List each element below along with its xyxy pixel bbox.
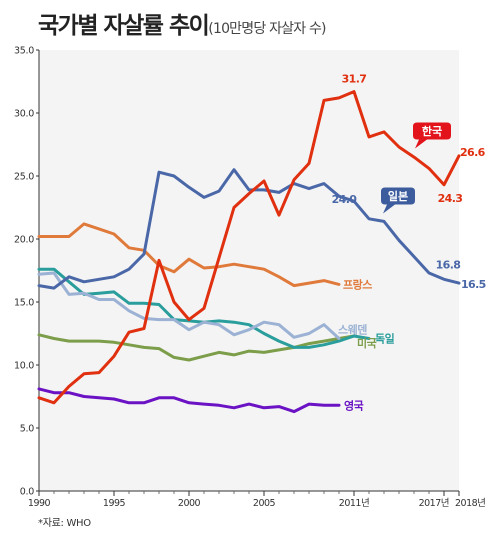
value-annotation: 24.3 [438,192,463,205]
series-line-스웨덴 [37,271,341,340]
series-label: 스웨덴 [338,323,367,337]
series-line-미국 [37,333,356,362]
y-tick-label: 20.0 [14,235,34,246]
value-annotation: 31.7 [342,73,367,86]
series-badge: 한국 [413,122,451,149]
series-line-한국 [37,90,461,405]
x-tick-label: 1990 [28,498,51,509]
source-note: *자료: WHO [38,518,91,529]
y-tick-label: 5.0 [20,424,34,435]
x-tick-label: 2005 [253,498,276,509]
x-tick-label: 2017년 [419,498,449,509]
plot-background [39,50,459,491]
y-tick-label: 25.0 [14,172,34,183]
y-tick-label: 0.0 [20,487,34,498]
badge-shape [413,122,451,149]
series-label: 독일 [375,332,395,346]
series-label: 프랑스 [343,278,372,291]
series-label: 영국 [344,399,364,412]
x-tick-label: 2011년 [339,498,369,509]
y-tick-label: 30.0 [14,109,34,120]
series-badge: 일본 [381,187,415,214]
series-line-일본 [37,168,461,290]
value-annotation: 16.5 [461,278,486,291]
chart-subtitle: (10만명당 자살자 수) [208,21,326,37]
value-annotation: 16.8 [436,258,461,271]
value-annotation: 26.6 [460,146,486,159]
x-tick-label: 1995 [103,498,126,509]
y-tick-label: 35.0 [14,46,34,57]
series-line-프랑스 [37,222,341,288]
badge-shape [381,187,415,214]
x-tick-label: 2000 [178,498,201,509]
badge-label: 일본 [388,189,408,203]
y-tick-label: 15.0 [14,298,34,309]
chart-title: 국가별 자살률 추이 [38,13,210,39]
badge-label: 한국 [422,124,442,138]
value-annotation: 24.0 [332,193,358,206]
x-tick-label: 2018년 [455,498,485,509]
title-row: 국가별 자살률 추이(10만명당 자살자 수) [38,6,327,40]
y-tick-label: 10.0 [14,361,34,372]
series-label: 미국 [357,336,377,350]
